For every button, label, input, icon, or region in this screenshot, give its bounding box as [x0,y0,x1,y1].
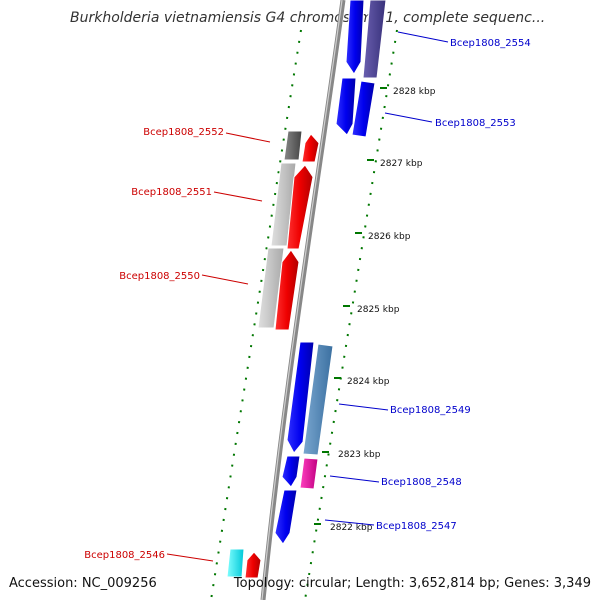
kbp-label: 2825 kbp [357,305,400,315]
feature-bar-bcep1808-2552 [283,130,303,161]
gene-label-bcep1808-2553[interactable]: Bcep1808_2553 [435,118,516,129]
leader-line-bcep1808-2550 [201,274,249,285]
gene-label-bcep1808-2548[interactable]: Bcep1808_2548 [381,477,462,488]
feature-bar-bcep1808-2553 [351,80,376,138]
gene-arrow-bcep1808-2550[interactable] [274,249,300,331]
gene-arrow-bcep1808-2553[interactable] [335,77,357,136]
kbp-label: 2827 kbp [380,159,423,169]
tick-marks [314,87,387,525]
gene-label-bcep1808-2551[interactable]: Bcep1808_2551 [131,187,212,198]
feature-bar-bcep1808-2549 [302,343,334,456]
leader-line-bcep1808-2549 [338,403,389,411]
leader-line-bcep1808-2546 [166,553,214,562]
feature-bar-bcep1808-2550 [257,247,285,329]
accession-text: Accession: NC_009256 [9,576,157,591]
chromosome-backbone-highlight [261,0,343,600]
gene-label-bcep1808-2552[interactable]: Bcep1808_2552 [143,127,224,138]
gene-label-bcep1808-2546[interactable]: Bcep1808_2546 [84,550,165,561]
leader-line-bcep1808-2547 [324,519,375,526]
kbp-label: 2826 kbp [368,232,411,242]
gene-arrow-bcep1808-2549[interactable] [286,341,315,454]
kbp-label: 2828 kbp [393,87,436,97]
leader-line-bcep1808-2554 [397,31,449,43]
gene-arrow-bcep1808-2547[interactable] [274,489,298,545]
kbp-label: 2823 kbp [338,450,381,460]
kbp-label: 2822 kbp [330,523,373,533]
gene-arrow-bcep1808-2554[interactable] [345,0,365,75]
feature-bar-bcep1808-2554 [362,0,387,79]
gene-label-bcep1808-2549[interactable]: Bcep1808_2549 [390,405,471,416]
kbp-label: 2824 kbp [347,377,390,387]
feature-bar-bcep1808-2548 [299,457,319,490]
gene-arrow-bcep1808-2548[interactable] [281,455,301,488]
leader-line-bcep1808-2552 [225,132,271,143]
leader-line-bcep1808-2551 [213,191,263,202]
leader-line-bcep1808-2553 [384,112,433,123]
gene-label-bcep1808-2554[interactable]: Bcep1808_2554 [450,38,531,49]
leader-line-bcep1808-2548 [329,475,380,483]
topology-text: Topology: circular; Length: 3,652,814 bp… [233,576,591,591]
gene-arrow-bcep1808-2552[interactable] [301,133,320,163]
leader-lines [166,31,449,562]
feature-bar-bcep1808-2546 [226,548,245,578]
gene-arrow-bcep1808-2551[interactable] [286,164,314,250]
gene-arrow-bcep1808-2546[interactable] [244,551,262,579]
map-title: Burkholderia vietnamiensis G4 chromosome… [70,10,545,26]
gene-label-bcep1808-2547[interactable]: Bcep1808_2547 [376,521,457,532]
gene-label-bcep1808-2550[interactable]: Bcep1808_2550 [119,271,200,282]
chromosome-backbone [260,0,346,600]
